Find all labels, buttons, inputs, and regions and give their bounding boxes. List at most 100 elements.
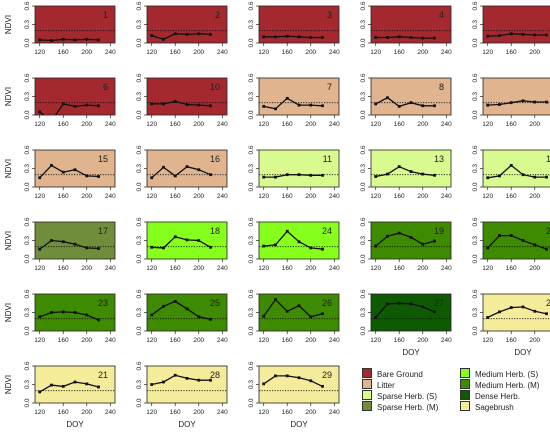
data-point [509, 164, 513, 167]
panel-label: 16 [210, 154, 220, 164]
y-tick-label: 0.6 [24, 289, 31, 298]
y-tick-label: 0.3 [472, 20, 479, 29]
data-point [285, 309, 289, 313]
data-point [397, 301, 401, 305]
data-point [150, 176, 154, 180]
panel-background [482, 5, 550, 44]
data-point [97, 175, 100, 178]
y-tick-label: 0.3 [360, 20, 367, 29]
panel-label: 6 [103, 82, 108, 92]
panel-label: 2 [215, 10, 220, 20]
series-line [487, 33, 547, 37]
panel-background [370, 77, 452, 116]
x-tick-label: 160 [170, 49, 181, 56]
y-tick-label: 0.3 [360, 236, 367, 245]
panel-background [146, 149, 228, 188]
series-line [263, 174, 323, 178]
x-tick-label: 200 [193, 409, 204, 416]
y-tick-label: 0.6 [24, 73, 31, 82]
data-point [162, 37, 165, 41]
panel-background [146, 365, 228, 404]
y-tick-label: 0.0 [248, 38, 255, 47]
y-tick-label: 0.3 [248, 236, 255, 245]
legend-label: Bare Ground [377, 370, 423, 379]
panel-background [258, 149, 340, 188]
data-point [521, 239, 525, 242]
x-tick-label: 200 [529, 265, 540, 272]
x-tick-label: 240 [217, 193, 228, 200]
legend-label: Medium Herb. (M) [475, 381, 540, 390]
panel-background [482, 221, 550, 260]
x-tick-label: 240 [441, 265, 452, 272]
x-tick-label: 240 [329, 409, 340, 416]
panel-11: 11 0.0 0.3 0.6 120 160 200 240 [248, 145, 340, 200]
data-point [545, 312, 548, 316]
series-line [263, 97, 323, 110]
x-tick-label: 200 [529, 337, 540, 344]
data-point [521, 99, 525, 103]
data-point [321, 36, 324, 39]
x-tick-label: 120 [146, 337, 157, 344]
legend-swatch [460, 401, 470, 411]
data-point [173, 100, 177, 103]
panel-label: 23 [98, 298, 108, 308]
data-point [61, 170, 65, 174]
x-tick-label: 240 [217, 121, 228, 128]
y-tick-label: 0.0 [136, 182, 143, 191]
panel-13: 13 0.0 0.3 0.6 120 160 200 240 [360, 145, 452, 200]
x-tick-label: 160 [170, 337, 181, 344]
data-point [85, 382, 89, 386]
panel-label: 3 [327, 10, 332, 20]
x-tick-label: 160 [170, 121, 181, 128]
data-point [433, 36, 436, 40]
data-point [486, 34, 490, 38]
data-point [162, 165, 165, 169]
y-tick-label: 0.3 [136, 380, 143, 389]
x-tick-label: 240 [329, 265, 340, 272]
data-point [521, 32, 525, 36]
data-point [409, 302, 413, 306]
y-tick-label: 0.3 [360, 164, 367, 173]
x-tick-label: 200 [417, 121, 428, 128]
y-tick-label: 0.0 [248, 398, 255, 407]
data-point [433, 239, 436, 243]
data-point [533, 309, 537, 313]
y-tick-label: 0.6 [24, 1, 31, 10]
data-point [73, 168, 77, 172]
data-point [433, 310, 436, 314]
x-tick-label: 240 [329, 49, 340, 56]
series-line [39, 239, 99, 250]
y-tick-label: 0.6 [248, 361, 255, 370]
data-point [397, 35, 401, 39]
series-line [375, 232, 435, 247]
data-point [498, 310, 501, 314]
y-tick-label: 0.6 [136, 289, 143, 298]
data-point [185, 307, 189, 311]
x-tick-label: 120 [146, 121, 157, 128]
data-point [85, 246, 89, 250]
data-point [545, 100, 548, 104]
y-tick-label: 0.3 [248, 308, 255, 317]
data-point [533, 100, 537, 104]
x-tick-label: 200 [417, 193, 428, 200]
data-point [50, 39, 53, 42]
data-point [285, 96, 289, 100]
y-tick-label: 0.6 [360, 1, 367, 10]
data-point [150, 34, 154, 37]
series-line [39, 381, 99, 393]
data-point [173, 235, 177, 239]
x-tick-label: 120 [34, 265, 45, 272]
panel-2: 2 0.0 0.3 0.6 120 160 200 240 [136, 1, 228, 56]
data-point [386, 234, 389, 238]
data-point [486, 316, 490, 319]
legend-label: Dense Herb. [475, 392, 520, 401]
data-point [509, 101, 513, 105]
y-tick-label: 0.3 [24, 380, 31, 389]
y-tick-label: 0.3 [472, 236, 479, 245]
y-tick-label: 0.3 [24, 308, 31, 317]
data-point [374, 36, 378, 39]
data-point [274, 298, 277, 301]
series-line [375, 36, 435, 39]
